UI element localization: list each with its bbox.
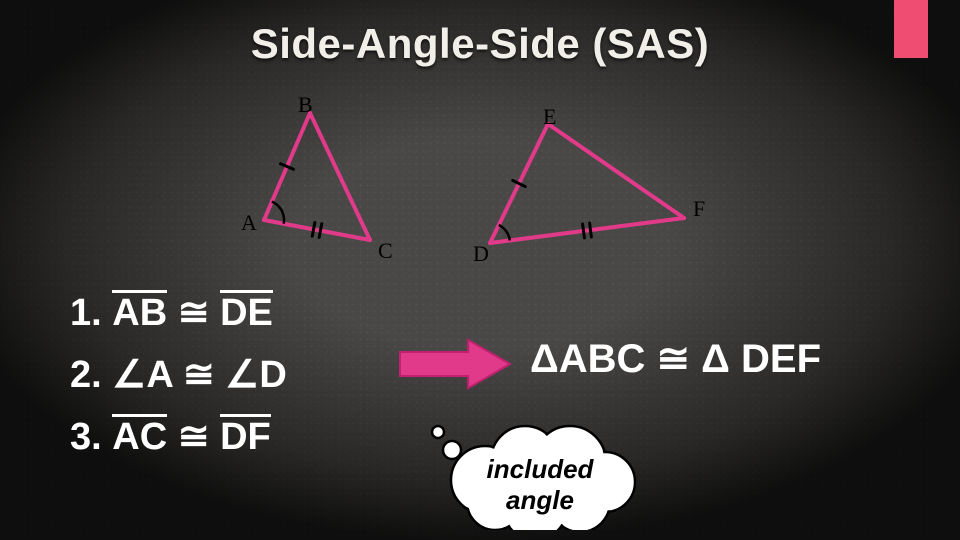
cloud-callout: includedangle [430, 420, 650, 530]
conclusion-text: ΔABC ≅ Δ DEF [530, 336, 821, 382]
cloud-label: includedangle [430, 454, 650, 516]
